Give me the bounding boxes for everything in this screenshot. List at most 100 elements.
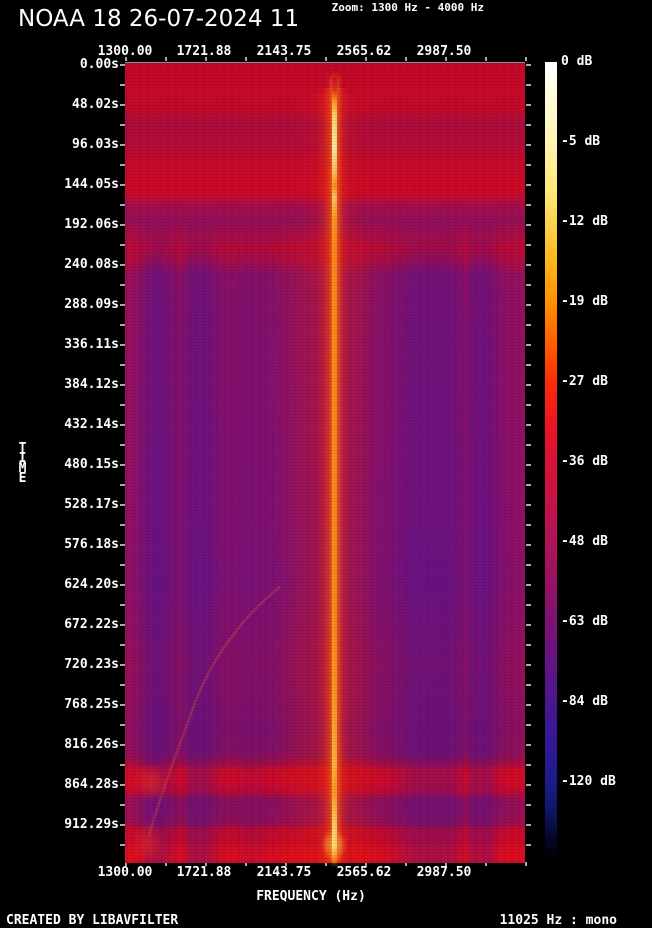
x-axis-tick-top [245, 57, 247, 61]
x-axis-tick-bottom [325, 862, 327, 866]
y-axis-tick-left [120, 444, 125, 446]
y-axis-tick-right [526, 804, 531, 806]
freq-tick-label-top: 1300.00 [97, 44, 153, 59]
x-axis-tick-top [405, 57, 407, 61]
y-axis-tick-right [526, 624, 531, 626]
colorbar-gradient [545, 62, 557, 862]
y-axis-tick-left [120, 584, 125, 586]
y-axis-tick-right [526, 704, 531, 706]
y-axis-tick-right [526, 724, 531, 726]
y-axis-tick-right [526, 564, 531, 566]
noise-texture-layer [125, 63, 525, 863]
colorbar-tick-label: -19 dB [561, 294, 608, 309]
x-axis-tick-bottom [485, 862, 487, 866]
freq-tick-label-top: 2565.62 [336, 44, 392, 59]
x-axis-tick-bottom [245, 862, 247, 866]
y-axis-tick-right [526, 384, 531, 386]
y-axis-tick-left [120, 464, 125, 466]
x-axis-tick-top [445, 57, 447, 61]
freq-tick-label-bottom: 2987.50 [416, 865, 472, 880]
x-axis-tick-top [365, 57, 367, 61]
freq-tick-label-bottom: 1721.88 [176, 865, 232, 880]
y-axis-tick-right [526, 224, 531, 226]
time-tick-label: 336.11s [64, 337, 119, 352]
y-axis-tick-left [120, 244, 125, 246]
y-axis-tick-right [526, 64, 531, 66]
x-axis-tick-bottom [205, 862, 207, 866]
y-axis-tick-right [526, 344, 531, 346]
freq-tick-label-bottom: 1300.00 [97, 865, 153, 880]
colorbar-tick-label: -36 dB [561, 454, 608, 469]
y-axis-tick-right [526, 444, 531, 446]
colorbar-tick-label: -120 dB [561, 774, 616, 789]
y-axis-tick-left [120, 404, 125, 406]
y-axis-tick-right [526, 484, 531, 486]
y-axis-tick-right [526, 404, 531, 406]
frequency-axis-label: FREQUENCY (Hz) [256, 889, 366, 904]
freq-tick-label-bottom: 2143.75 [256, 865, 312, 880]
freq-tick-label-top: 2987.50 [416, 44, 472, 59]
y-axis-tick-right [526, 544, 531, 546]
x-axis-tick-bottom [365, 862, 367, 866]
time-tick-label: 528.17s [64, 497, 119, 512]
time-tick-label: 0.00s [79, 57, 119, 72]
x-axis-tick-bottom [525, 862, 527, 866]
y-axis-tick-right [526, 144, 531, 146]
y-axis-tick-right [526, 524, 531, 526]
y-axis-tick-left [120, 604, 125, 606]
colorbar-tick-label: 0 dB [561, 54, 593, 69]
y-axis-tick-right [526, 324, 531, 326]
y-axis-tick-right [526, 264, 531, 266]
x-axis-tick-top [485, 57, 487, 61]
time-tick-label: 288.09s [64, 297, 119, 312]
y-axis-tick-right [526, 764, 531, 766]
y-axis-tick-left [120, 264, 125, 266]
y-axis-tick-left [120, 804, 125, 806]
x-axis-tick-top [125, 57, 127, 61]
y-axis-tick-left [120, 644, 125, 646]
x-axis-tick-top [165, 57, 167, 61]
time-axis-label: T I M E [18, 441, 27, 486]
time-tick-label: 432.14s [64, 417, 119, 432]
time-tick-label: 384.12s [64, 377, 119, 392]
time-tick-label: 864.28s [64, 777, 119, 792]
y-axis-tick-left [120, 304, 125, 306]
x-axis-tick-bottom [165, 862, 167, 866]
y-axis-tick-left [120, 144, 125, 146]
y-axis-tick-left [120, 184, 125, 186]
y-axis-tick-right [526, 784, 531, 786]
y-axis-tick-right [526, 604, 531, 606]
y-axis-tick-right [526, 664, 531, 666]
time-tick-label: 624.20s [64, 577, 119, 592]
y-axis-tick-left [120, 744, 125, 746]
time-tick-label: 240.08s [64, 257, 119, 272]
y-axis-tick-right [526, 684, 531, 686]
x-axis-tick-bottom [125, 862, 127, 866]
time-tick-label: 720.23s [64, 657, 119, 672]
y-axis-tick-left [120, 824, 125, 826]
time-tick-label: 768.25s [64, 697, 119, 712]
y-axis-tick-right [526, 304, 531, 306]
y-axis-tick-left [120, 504, 125, 506]
page-title: NOAA 18 26-07-2024 11 [18, 6, 300, 32]
y-axis-tick-left [120, 344, 125, 346]
colorbar-tick-label: -12 dB [561, 214, 608, 229]
y-axis-tick-left [120, 164, 125, 166]
y-axis-tick-right [526, 424, 531, 426]
x-axis-tick-bottom [285, 862, 287, 866]
y-axis-tick-right [526, 364, 531, 366]
x-axis-tick-bottom [445, 862, 447, 866]
y-axis-tick-left [120, 324, 125, 326]
y-axis-tick-left [120, 724, 125, 726]
y-axis-tick-left [120, 524, 125, 526]
y-axis-tick-left [120, 424, 125, 426]
y-axis-tick-right [526, 84, 531, 86]
y-axis-tick-left [120, 844, 125, 846]
x-axis-tick-top [205, 57, 207, 61]
time-tick-label: 480.15s [64, 457, 119, 472]
y-axis-tick-left [120, 624, 125, 626]
x-axis-tick-top [525, 57, 527, 61]
footer-credit: CREATED BY LIBAVFILTER [6, 913, 179, 928]
time-tick-label: 672.22s [64, 617, 119, 632]
freq-tick-label-bottom: 2565.62 [336, 865, 392, 880]
